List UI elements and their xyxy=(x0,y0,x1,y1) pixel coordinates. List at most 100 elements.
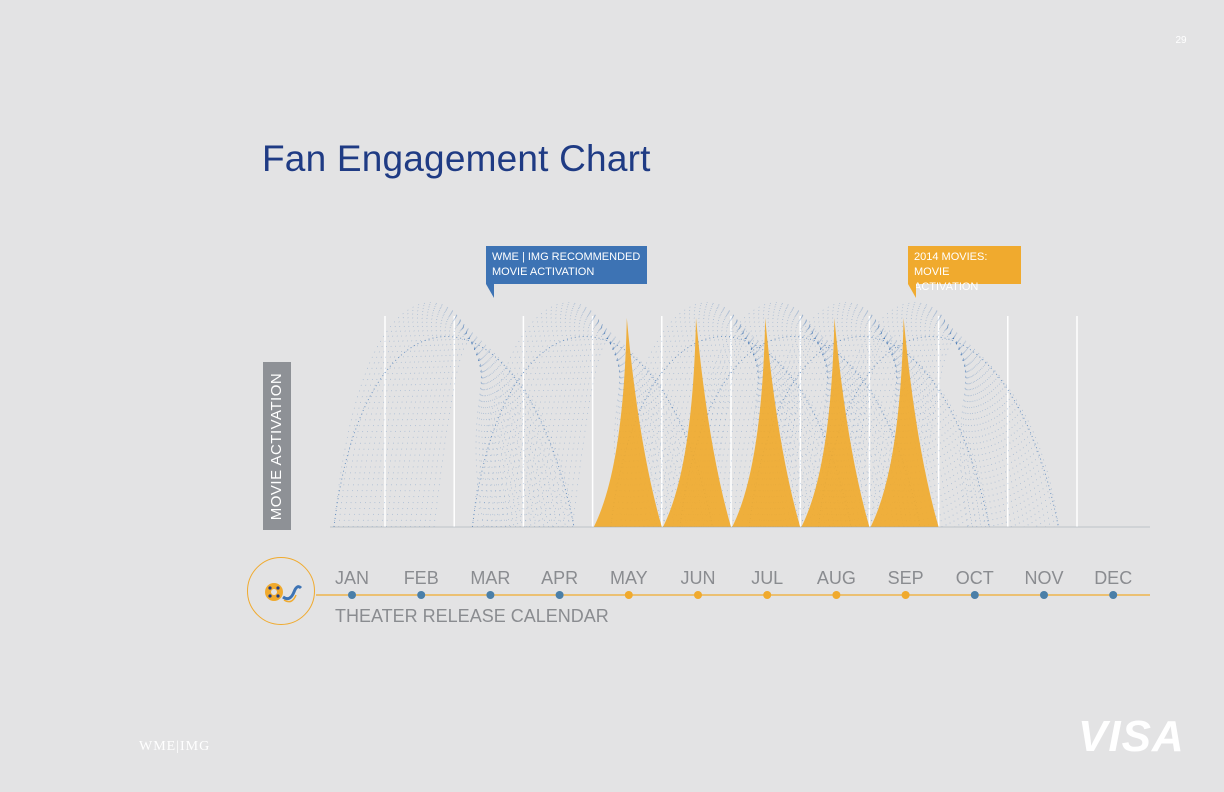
month-dot-oct xyxy=(970,591,979,599)
fan-arc xyxy=(832,308,1046,528)
month-label-may: MAY xyxy=(610,568,648,588)
month-label-apr: APR xyxy=(541,568,578,588)
fan-arc xyxy=(405,330,511,528)
fan-arc xyxy=(338,304,571,528)
callout-recommended: WME | IMG RECOMMENDED MOVIE ACTIVATION xyxy=(486,246,647,298)
orange-peak xyxy=(663,318,731,527)
fan-arc xyxy=(860,319,1021,528)
month-dot-sep xyxy=(901,591,910,599)
fan-arc xyxy=(889,330,995,528)
month-label-jan: JAN xyxy=(335,568,369,588)
fan-arc xyxy=(567,339,627,528)
month-dot-jun xyxy=(694,591,702,599)
fan-arc xyxy=(662,322,804,528)
month-label-feb: FEB xyxy=(404,568,439,588)
fan-arc xyxy=(698,310,904,528)
fan-arc xyxy=(367,315,545,528)
fan-arc xyxy=(419,335,498,528)
wme-img-logo: WME|IMG xyxy=(139,739,211,754)
fan-arc xyxy=(713,315,891,528)
fan-arc xyxy=(822,304,1055,528)
fan-arc xyxy=(844,339,904,528)
fan-arc xyxy=(428,339,489,528)
fan-arc xyxy=(386,322,528,528)
month-dot-apr xyxy=(555,591,564,599)
fan-arc xyxy=(693,308,908,528)
fan-arc xyxy=(624,308,839,528)
fan-arc xyxy=(629,310,834,528)
film-reel-icon xyxy=(265,583,303,603)
fan-arc xyxy=(615,304,847,528)
orange-peak xyxy=(870,318,939,527)
month-label-aug: AUG xyxy=(817,568,856,588)
page-title: Fan Engagement Chart xyxy=(262,138,651,179)
fan-arc xyxy=(400,328,515,528)
fan-arc xyxy=(491,310,696,528)
month-dot-mar xyxy=(486,591,495,599)
x-axis-title: THEATER RELEASE CALENDAR xyxy=(335,606,609,626)
month-label-oct: OCT xyxy=(956,568,994,588)
callout-2014-line1: 2014 MOVIES: xyxy=(914,251,988,263)
fan-arc xyxy=(774,339,835,528)
fan-arc xyxy=(837,310,1042,528)
month-label-jun: JUN xyxy=(681,568,716,588)
orange-peak xyxy=(801,318,870,527)
fan-arc xyxy=(347,308,562,528)
fan-arc xyxy=(653,319,813,528)
month-label-dec: DEC xyxy=(1094,568,1132,588)
callout-recommended-line2: MOVIE ACTIVATION xyxy=(492,266,595,278)
month-label-nov: NOV xyxy=(1024,568,1063,588)
fan-arc xyxy=(705,339,766,528)
fan-arc xyxy=(791,319,951,528)
fan-arc xyxy=(371,317,541,528)
fan-arc xyxy=(433,341,485,528)
visa-logo: VISA xyxy=(1078,712,1185,761)
month-dot-dec xyxy=(1109,591,1118,599)
fan-arc xyxy=(639,313,826,528)
fan-arc xyxy=(362,313,549,528)
page-number: 29 xyxy=(1175,35,1187,46)
orange-peak xyxy=(732,318,801,527)
fan-arc xyxy=(782,315,960,528)
fan-arc xyxy=(767,310,973,528)
month-dot-jul xyxy=(763,591,772,599)
fan-arc xyxy=(851,315,1029,528)
fan-arc xyxy=(801,322,943,528)
fan-arc xyxy=(870,322,1012,528)
orange-peak xyxy=(593,318,662,527)
month-dot-nov xyxy=(1040,591,1048,599)
fan-arc xyxy=(684,304,917,528)
fan-arc xyxy=(476,304,709,528)
fan-arc xyxy=(414,334,502,528)
fan-arc xyxy=(486,308,700,528)
month-dot-aug xyxy=(832,591,841,599)
month-dot-jan xyxy=(348,591,356,599)
fan-arc xyxy=(722,319,882,528)
month-label-sep: SEP xyxy=(888,568,924,588)
fan-arc xyxy=(409,332,506,528)
fan-arc xyxy=(376,319,536,528)
month-dot-may xyxy=(624,591,633,599)
month-label-jul: JUL xyxy=(751,568,783,588)
fan-arc xyxy=(505,315,683,528)
fan-arc xyxy=(708,313,895,528)
month-dot-feb xyxy=(417,591,426,599)
fan-arc xyxy=(763,308,977,528)
month-label-mar: MAR xyxy=(470,568,510,588)
fan-arc xyxy=(856,317,1025,528)
fan-arc xyxy=(732,322,874,528)
fan-arc xyxy=(352,310,558,528)
callout-2014-movies: 2014 MOVIES: MOVIE ACTIVATION xyxy=(908,246,1021,298)
y-axis-label-box xyxy=(263,362,291,530)
film-reel-badge xyxy=(247,557,315,625)
callout-pointer xyxy=(486,284,494,298)
callout-recommended-line1: WME | IMG RECOMMENDED xyxy=(492,251,641,263)
fan-arc xyxy=(846,313,1033,528)
fan-arc xyxy=(500,313,687,528)
callout-pointer xyxy=(908,284,916,298)
fan-arc xyxy=(514,319,675,528)
fan-arc xyxy=(753,304,986,528)
fan-arc xyxy=(777,313,964,528)
callout-2014-line2: MOVIE ACTIVATION xyxy=(914,266,979,293)
